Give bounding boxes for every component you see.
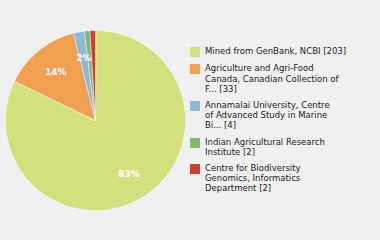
svg-text:2%: 2% xyxy=(76,53,91,63)
html-text:Annamalai University, Centre o: Annamalai University, Centre of Advanced… xyxy=(205,100,330,131)
html-text:Mined from GenBank, NCBI [203]: Mined from GenBank, NCBI [203] xyxy=(205,46,346,57)
html-text:Agriculture and Agri-Food Cana: Agriculture and Agri-Food Canada, Canadi… xyxy=(205,63,339,94)
html-text:Centre for Biodiversity Genomi: Centre for Biodiversity Genomics, Inform… xyxy=(205,163,301,194)
html-text:Indian Agricultural Research I: Indian Agricultural Research Institute [… xyxy=(205,136,325,157)
svg-text:83%: 83% xyxy=(118,169,140,179)
svg-text:14%: 14% xyxy=(45,67,67,77)
